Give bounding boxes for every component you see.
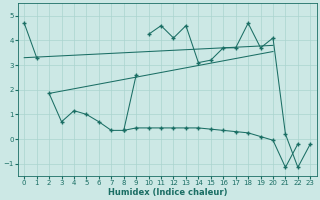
X-axis label: Humidex (Indice chaleur): Humidex (Indice chaleur) [108, 188, 227, 197]
